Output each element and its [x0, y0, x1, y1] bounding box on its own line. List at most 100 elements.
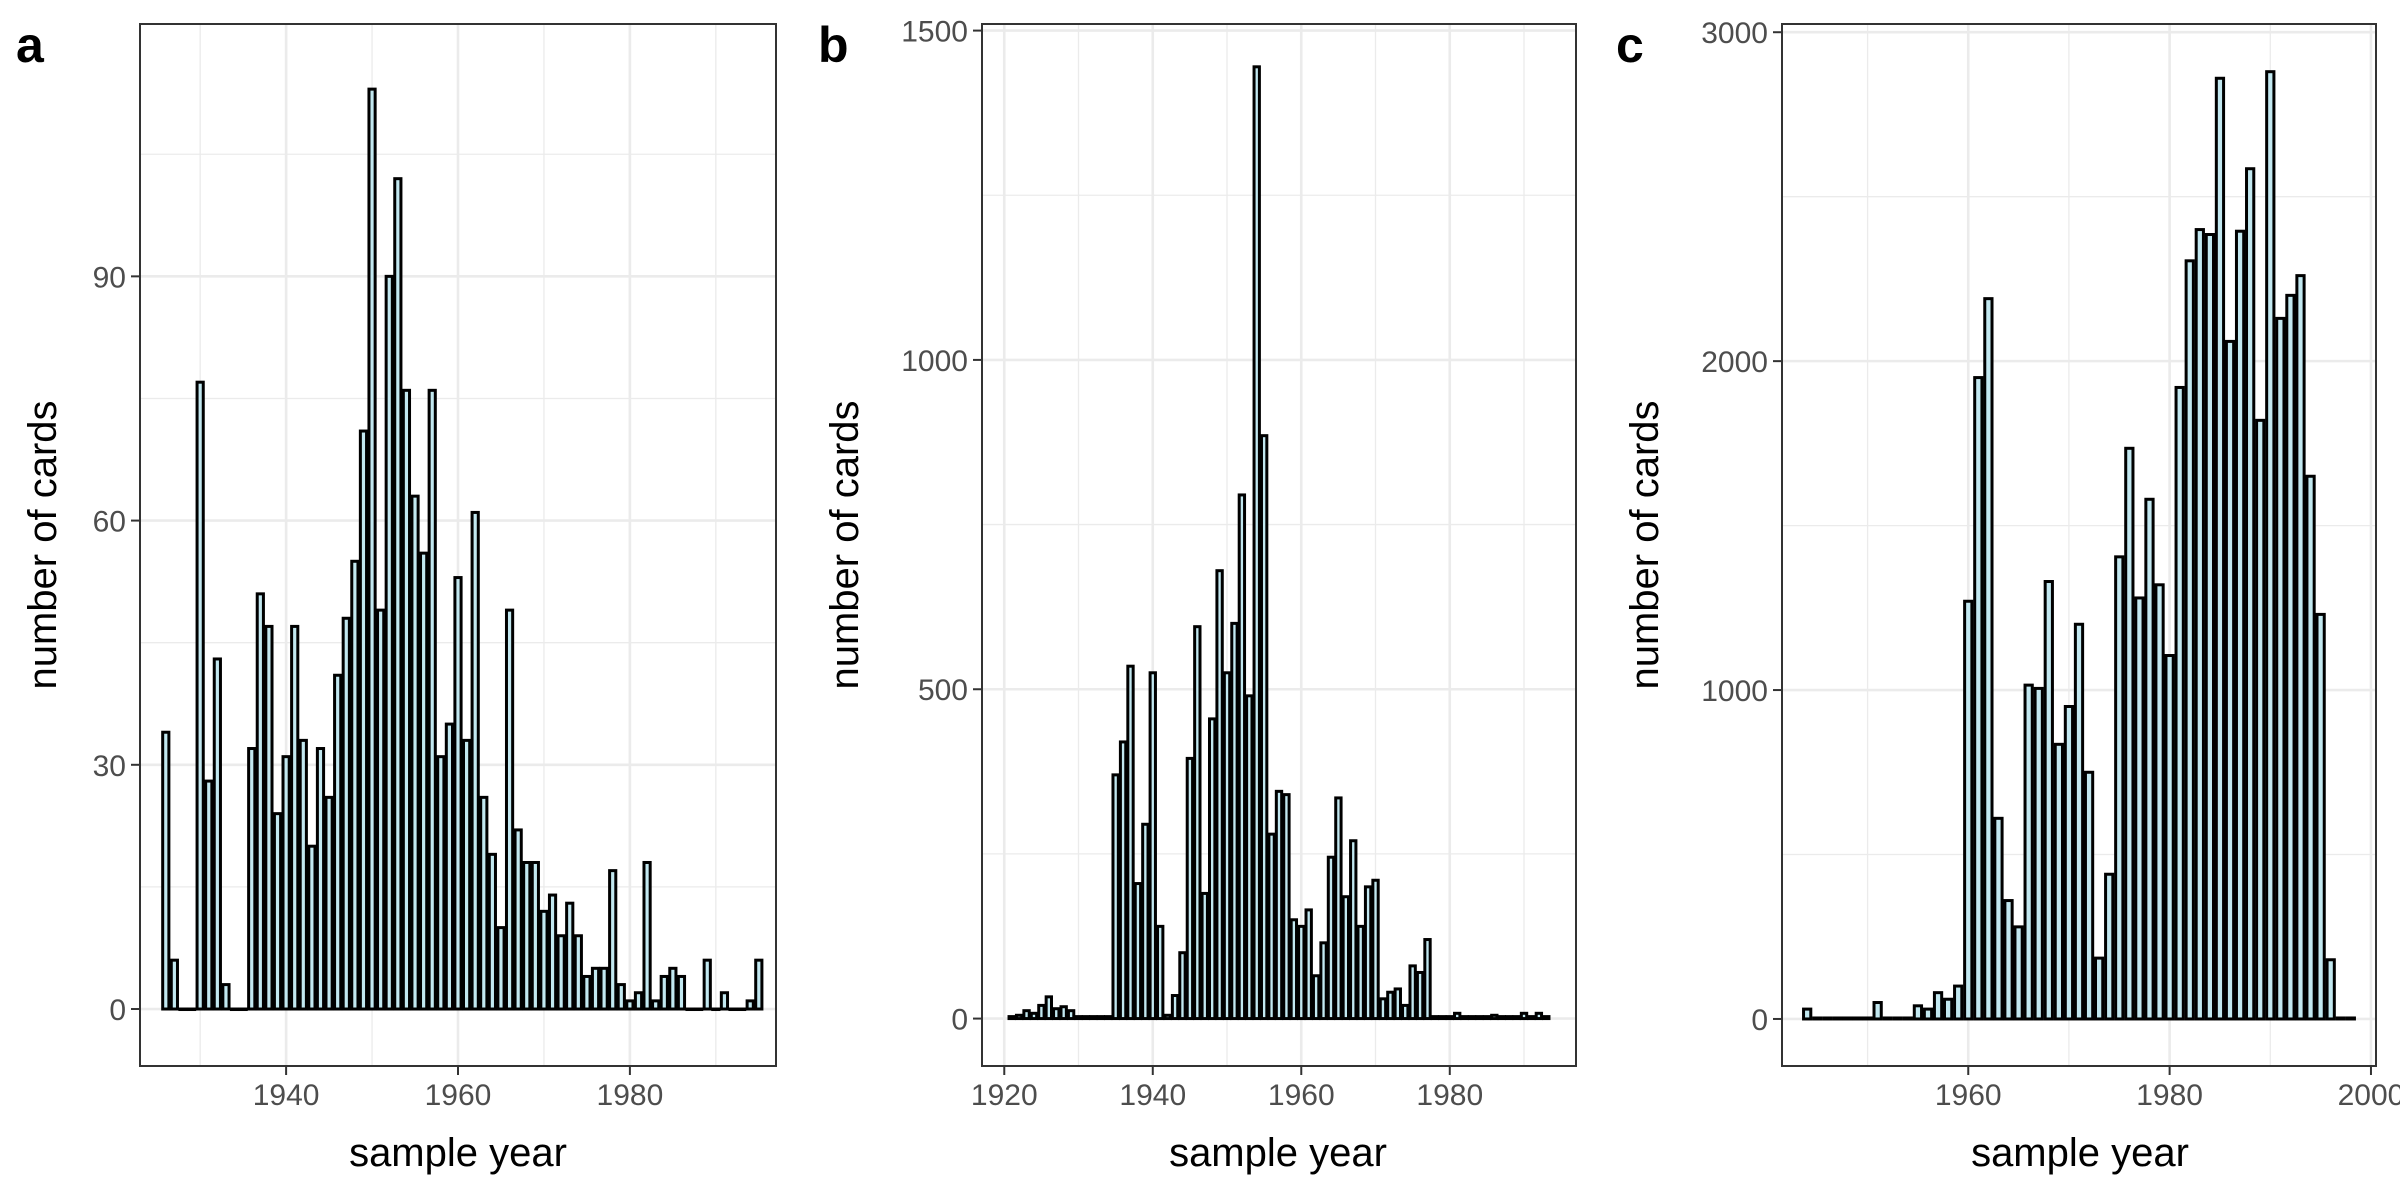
- panel-a-bar-1992: [728, 1007, 738, 1012]
- panel-a-bars: [161, 87, 764, 1012]
- panel-a-x-tick-label: 1980: [597, 1079, 664, 1112]
- panel-c-ticks: 1960 1980 2000 0 1000 2000 3000: [1701, 17, 2400, 1112]
- panel-b-bar-1932: [1089, 1015, 1098, 1021]
- panel-c-bar-1960: [1963, 599, 1974, 1021]
- panel-b-bar-1989: [1512, 1015, 1521, 1021]
- panel-a-bar-1932: [212, 657, 222, 1011]
- panel-c-border: [1781, 23, 2377, 1067]
- panel-a-bar-1937: [255, 592, 265, 1011]
- panel-c-bar-1958: [1942, 997, 1954, 1021]
- panel-b-bar-1941: [1156, 924, 1165, 1021]
- panel-b-bar-1987: [1497, 1015, 1506, 1021]
- panel-a-x-tick-label: 1940: [253, 1079, 320, 1112]
- panel-b-bars: [1007, 65, 1551, 1021]
- panel-c-bar-1994: [2305, 474, 2316, 1021]
- panel-b-bar-1928: [1059, 1005, 1068, 1021]
- panel-c-bar-1959: [1953, 984, 1964, 1021]
- panel-a-bar-1945: [324, 795, 334, 1011]
- panel-b-bar-1922: [1014, 1013, 1024, 1021]
- panel-b-bar-1921: [1007, 1015, 1016, 1021]
- panel-a: a 1940 1960 1980 0 30 60 90 sample year number…: [16, 17, 777, 1175]
- panel-a-bar-1930: [195, 380, 205, 1011]
- panel-c-bar-1961: [1973, 376, 1984, 1021]
- panel-a-bar-1928: [178, 1007, 188, 1012]
- panel-b-y-tick-label: 500: [918, 674, 968, 707]
- panel-a-bar-1962: [470, 510, 480, 1011]
- panel-a-bar-1967: [513, 828, 523, 1011]
- panel-c-bar-1964: [2003, 899, 2014, 1021]
- panel-a-bar-1995: [754, 958, 764, 1011]
- panel-b-y-tick-label: 1000: [901, 345, 968, 378]
- panel-b-bar-1993: [1542, 1015, 1551, 1021]
- panel-b-bar-1986: [1490, 1013, 1499, 1021]
- panel-c-bar-1957: [1932, 991, 1944, 1021]
- panel-c-bar-1946: [1822, 1016, 1833, 1021]
- panel-b-bar-1925: [1037, 1003, 1046, 1021]
- panel-b-border: [981, 23, 1577, 1067]
- panel-a-bar-1957: [427, 388, 437, 1011]
- panel-c-bars: [1802, 70, 2356, 1021]
- panel-c-bar-1997: [2335, 1016, 2346, 1021]
- panel-b-bar-1959: [1289, 918, 1299, 1021]
- panel-c-x-tick-label: 1960: [1935, 1079, 2002, 1112]
- panel-c-bar-1989: [2255, 418, 2266, 1021]
- panel-a-bar-1987: [685, 1007, 695, 1012]
- panel-a-bar-1984: [659, 974, 669, 1011]
- panel-b-bar-1968: [1356, 924, 1365, 1021]
- panel-c-bar-1996: [2325, 958, 2336, 1021]
- panel-c-bar-1967: [2033, 686, 2044, 1021]
- panel-c-bar-1954: [1902, 1016, 1913, 1021]
- panel-a-y-tick-label: 30: [93, 750, 126, 783]
- panel-c-bar-1947: [1832, 1016, 1843, 1021]
- panel-a-bar-1969: [530, 860, 540, 1011]
- panel-b-y-axis-title: number of cards: [823, 400, 867, 689]
- panel-b-bar-1975: [1408, 964, 1417, 1021]
- panel-b-bar-1939: [1141, 822, 1150, 1021]
- panel-b-bar-1992: [1534, 1011, 1544, 1021]
- panel-c-bar-1944: [1802, 1007, 1813, 1021]
- panel-c-bar-1976: [2124, 446, 2135, 1021]
- panel-c-x-axis-title: sample year: [1971, 1131, 2189, 1175]
- panel-a-x-tick-label: 1960: [425, 1079, 492, 1112]
- panel-b-x-tick-label: 1940: [1119, 1079, 1186, 1112]
- panel-b-x-tick-label: 1960: [1268, 1079, 1335, 1112]
- panel-b-bar-1976: [1415, 970, 1425, 1021]
- panel-b-bar-1991: [1527, 1015, 1536, 1021]
- panel-c-bar-1968: [2043, 580, 2054, 1021]
- panel-b-bar-1929: [1066, 1009, 1076, 1021]
- panel-b-bar-1951: [1230, 621, 1239, 1021]
- panel-a-bar-1988: [694, 1007, 704, 1012]
- panel-a-bar-1954: [401, 388, 412, 1011]
- panel-b-bar-1958: [1282, 793, 1291, 1021]
- panel-c-bar-1986: [2224, 339, 2236, 1021]
- panel-c-y-tick-label: 1000: [1701, 675, 1768, 708]
- panel-c-bar-1966: [2023, 683, 2034, 1021]
- panel-c-bar-1962: [1983, 297, 1994, 1021]
- panel-b-bar-1923: [1022, 1009, 1031, 1021]
- panel-a-bar-1972: [556, 934, 566, 1011]
- panel-c-bar-1945: [1812, 1016, 1823, 1021]
- panel-a-y-tick-label: 60: [93, 506, 126, 539]
- panel-b-bar-1962: [1311, 974, 1321, 1021]
- panel-b-bar-1979: [1438, 1015, 1447, 1021]
- panel-c-bar-1988: [2245, 167, 2256, 1021]
- panel-a-bar-1959: [444, 722, 454, 1011]
- panel-c-bar-1993: [2295, 274, 2306, 1021]
- panel-a-x-axis-title: sample year: [349, 1131, 567, 1175]
- panel-b-bar-1924: [1029, 1011, 1039, 1021]
- panel-b-bar-1943: [1170, 994, 1180, 1021]
- panel-b-bar-1927: [1052, 1007, 1061, 1021]
- panel-a-bar-1973: [565, 901, 575, 1011]
- panel-a-bar-1927: [169, 958, 179, 1011]
- panel-b-bar-1984: [1475, 1015, 1484, 1021]
- panel-a-bar-1935: [238, 1007, 248, 1012]
- panel-b-ticks: 1920 1940 1960 1980 0 500 1000 1500: [901, 16, 1483, 1112]
- panel-b: b 1920 1940 1960 1980 0 500 1000 1500 sample ye…: [818, 16, 1577, 1175]
- panel-c-bar-1977: [2134, 596, 2145, 1021]
- panel-a-bar-1955: [410, 494, 420, 1011]
- panel-c-bar-1948: [1842, 1016, 1853, 1021]
- panel-b-bar-1955: [1259, 434, 1269, 1021]
- panel-c-bar-1955: [1912, 1004, 1924, 1021]
- panel-b-bar-1982: [1460, 1015, 1469, 1021]
